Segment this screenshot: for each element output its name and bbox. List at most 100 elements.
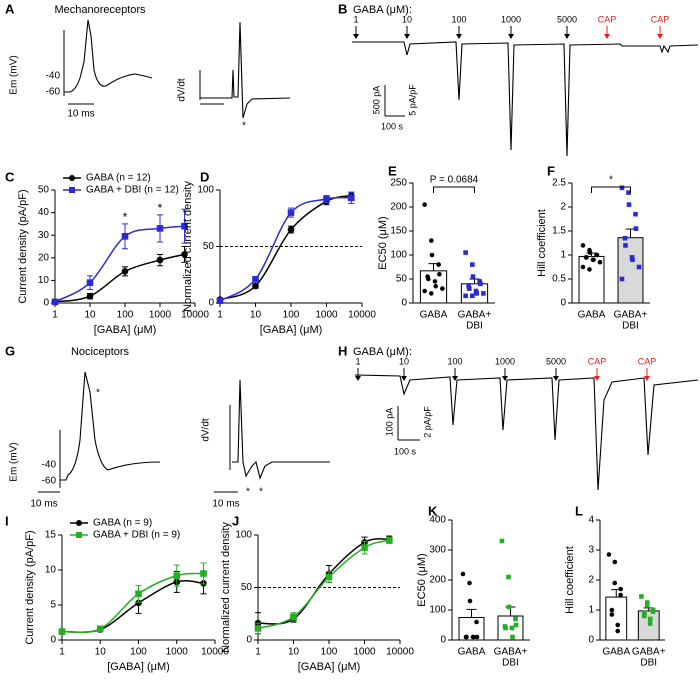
y-tick-label: 1.5 xyxy=(552,226,566,237)
marker xyxy=(609,607,615,613)
marker xyxy=(618,586,623,592)
marker xyxy=(216,297,224,305)
scale-label: 100 pA xyxy=(384,408,394,437)
dose-label: 1 xyxy=(355,356,360,366)
y-axis-label: Hill coefficient xyxy=(536,209,548,277)
y-axis-label: Hill coefficient xyxy=(564,546,576,614)
panel-title: GABA (μM): xyxy=(353,346,412,358)
marker xyxy=(76,532,82,538)
marker xyxy=(644,603,650,608)
dose-arrowhead xyxy=(594,376,600,381)
legend-label: GABA (n = 12) xyxy=(86,173,151,184)
marker xyxy=(96,625,104,633)
x-tick-label: 1 xyxy=(59,647,65,658)
y-tick-label: 50 xyxy=(396,274,408,285)
panel-label: G xyxy=(5,343,15,358)
dose-label: 100 xyxy=(447,356,462,366)
scale-label: 5 pA/pF xyxy=(407,84,417,116)
x-tick-label: 100 xyxy=(117,310,134,321)
annotation: P = 0.0684 xyxy=(430,175,479,186)
marker xyxy=(422,202,427,207)
y-tick-label: 0 xyxy=(401,298,407,309)
marker xyxy=(626,202,632,207)
marker xyxy=(386,536,393,544)
marker xyxy=(467,286,472,291)
marker xyxy=(503,625,508,631)
x-tick-label: GABA+ xyxy=(494,647,528,658)
panel-label: I xyxy=(5,513,9,528)
y-axis-label: EC50 (μM) xyxy=(416,553,428,606)
x-axis-label: [GABA] (μM) xyxy=(298,661,361,673)
scale-label: 500 pA xyxy=(371,86,381,115)
y-tick-label: 0 xyxy=(208,298,214,309)
marker xyxy=(615,628,620,634)
marker xyxy=(629,255,635,260)
marker xyxy=(181,222,188,230)
marker xyxy=(121,268,129,275)
x-tick-label: 10000 xyxy=(181,310,209,321)
y-tick-label: 2 xyxy=(588,575,594,586)
marker xyxy=(474,634,480,640)
panel-label: D xyxy=(200,169,209,184)
y-tick-label: 1 xyxy=(560,250,566,261)
marker xyxy=(76,520,82,526)
y-tick-label: 300 xyxy=(429,545,446,556)
marker xyxy=(51,298,59,306)
dose-arrowhead xyxy=(644,376,650,381)
fit-line xyxy=(54,253,185,303)
tick-label: -60 xyxy=(42,476,57,487)
marker xyxy=(69,187,75,193)
marker xyxy=(597,259,603,265)
marker xyxy=(473,288,479,294)
marker xyxy=(121,233,129,240)
scale-label: 10 ms xyxy=(30,499,57,510)
marker xyxy=(426,276,431,282)
x-tick-label: 1000 xyxy=(166,647,189,658)
x-tick-label: DBI xyxy=(466,321,483,332)
marker xyxy=(287,226,295,233)
marker xyxy=(474,619,479,625)
x-tick-label: GABA xyxy=(578,310,606,321)
panel-title: GABA (μM): xyxy=(353,4,412,16)
fit-line xyxy=(54,225,185,303)
x-tick-label: GABA+ xyxy=(632,647,666,658)
marker xyxy=(609,612,615,617)
y-tick-label: 0.5 xyxy=(552,274,566,285)
dose-arrowhead xyxy=(355,376,361,381)
scale-label: 2 pA/pF xyxy=(422,406,432,438)
marker xyxy=(474,291,479,296)
marker xyxy=(618,592,623,598)
scale-label: 10 ms xyxy=(67,109,94,120)
dose-arrowhead xyxy=(456,34,462,39)
x-tick-label: 10 xyxy=(250,310,262,321)
x-axis-label: [GABA] (μM) xyxy=(107,661,170,673)
dose-arrowhead xyxy=(604,34,610,39)
x-tick-label: 100 xyxy=(283,310,300,321)
marker xyxy=(633,226,639,231)
panel-label: F xyxy=(547,163,555,178)
dose-label: 1000 xyxy=(501,14,521,24)
x-tick-label: 10000 xyxy=(348,310,376,321)
y-tick-label: 4 xyxy=(588,515,594,526)
marker xyxy=(437,271,442,277)
tick-label: -60 xyxy=(46,87,61,98)
y-tick-label: 10 xyxy=(45,565,57,576)
axis-label: dV/dt xyxy=(177,78,188,102)
fit-line xyxy=(257,539,390,630)
annotation: * xyxy=(158,201,163,215)
y-tick-label: 2.5 xyxy=(552,178,566,189)
marker xyxy=(254,625,262,632)
marker xyxy=(173,572,181,579)
marker xyxy=(323,195,330,203)
marker xyxy=(478,281,483,287)
dose-label: CAP xyxy=(651,14,670,24)
marker xyxy=(69,175,75,181)
marker xyxy=(636,264,642,270)
y-axis-label: Current density (pA/pF) xyxy=(17,189,29,303)
marker xyxy=(325,573,333,581)
marker xyxy=(647,621,653,626)
marker xyxy=(467,580,472,586)
dose-arrowhead xyxy=(553,376,559,381)
marker xyxy=(580,243,586,248)
